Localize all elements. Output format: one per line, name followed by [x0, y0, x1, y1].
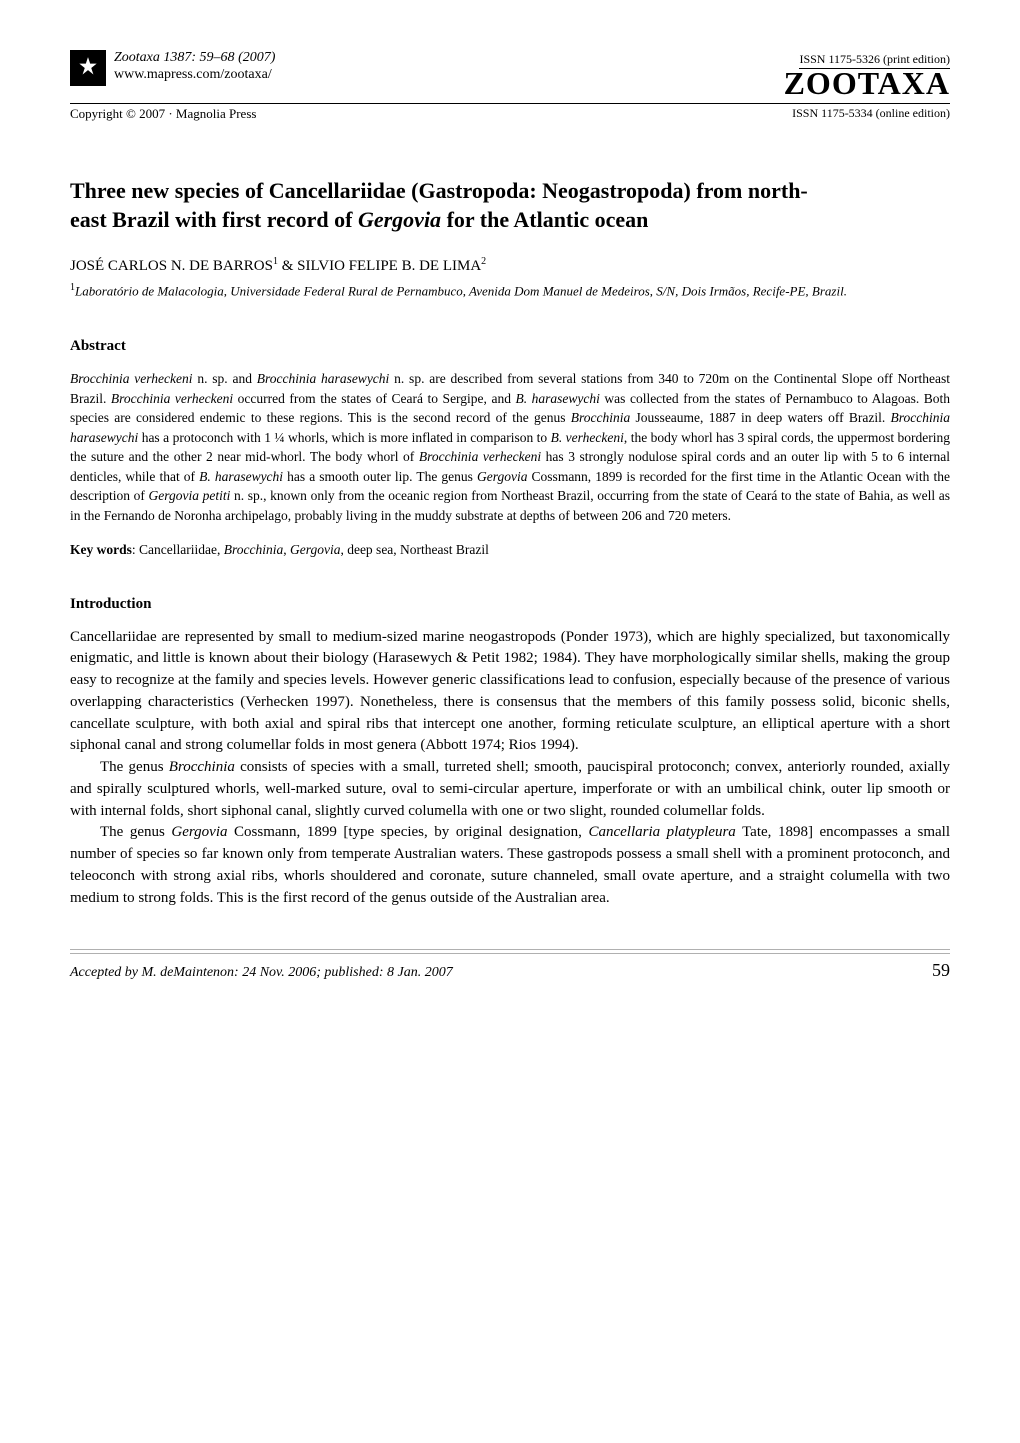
p3-genus1: Gergovia [171, 824, 227, 840]
journal-year: (2007) [238, 50, 275, 65]
title-line1: Three new species of Cancellariidae (Gas… [70, 178, 808, 203]
journal-issue-line: Zootaxa 1387: 59–68 (2007) [114, 50, 275, 67]
affiliation-text: Laboratório de Malacologia, Universidade… [75, 284, 847, 299]
p3-c: Cossmann, 1899 [type species, by origina… [228, 824, 589, 840]
abs-sp8: Brocchinia verheckeni [419, 449, 541, 464]
author-1: JOSÉ CARLOS N. DE BARROS [70, 258, 273, 274]
abs-t9: has a smooth outer lip. The genus [283, 469, 477, 484]
abs-t1: n. sp. and [193, 371, 257, 386]
footer-divider-inner: Accepted by M. deMaintenon: 24 Nov. 2006… [70, 953, 950, 981]
keywords-post: , deep sea, Northeast Brazil [340, 542, 488, 557]
accepted-line: Accepted by M. deMaintenon: 24 Nov. 2006… [70, 965, 453, 981]
abs-sp5: Brocchinia [571, 410, 630, 425]
p2-genus: Brocchinia [169, 759, 235, 775]
header-left: Zootaxa 1387: 59–68 (2007) www.mapress.c… [70, 50, 275, 86]
header-right: ISSN 1175-5326 (print edition) ZOOTAXA [784, 50, 950, 99]
authors: JOSÉ CARLOS N. DE BARROS1 & SILVIO FELIP… [70, 256, 950, 275]
abs-sp11: Gergovia petiti [149, 488, 231, 503]
abs-t6: has a protoconch with 1 ¼ whorls, which … [138, 430, 550, 445]
abs-sp10: Gergovia [477, 469, 528, 484]
intro-para-3: The genus Gergovia Cossmann, 1899 [type … [70, 822, 950, 909]
title-line2-post: for the Atlantic ocean [441, 207, 648, 232]
copyright-text: Copyright © 2007 · Magnolia Press [70, 106, 256, 122]
intro-para-1: Cancellariidae are represented by small … [70, 627, 950, 758]
abstract-body: Brocchinia verheckeni n. sp. and Brocchi… [70, 369, 950, 526]
author-amp: & [278, 258, 297, 274]
abs-t5: Jousseaume, 1887 in deep waters off Braz… [630, 410, 890, 425]
magnolia-icon [75, 55, 101, 81]
abs-t3: occurred from the states of Ceará to Ser… [233, 391, 515, 406]
title-line2-pre: east Brazil with first record of [70, 207, 358, 232]
abs-sp9: B. harasewychi [199, 469, 283, 484]
keywords-genus1: Brocchinia [224, 542, 283, 557]
journal-url: www.mapress.com/zootaxa/ [114, 67, 275, 84]
footer-row: Accepted by M. deMaintenon: 24 Nov. 2006… [70, 960, 950, 981]
author-2-sup: 2 [481, 256, 486, 267]
keywords: Key words: Cancellariidae, Brocchinia, G… [70, 542, 950, 558]
keywords-label: Key words [70, 542, 132, 557]
p2-pre: The genus [100, 759, 169, 775]
p3-a: The genus [100, 824, 171, 840]
p3-genus2: Cancellaria platypleura [588, 824, 735, 840]
footer-divider: Accepted by M. deMaintenon: 24 Nov. 2006… [70, 949, 950, 981]
affiliation: 1Laboratório de Malacologia, Universidad… [70, 281, 950, 300]
journal-issue: 1387: 59–68 [163, 50, 234, 65]
abs-sp2: Brocchinia harasewychi [257, 371, 390, 386]
journal-header: Zootaxa 1387: 59–68 (2007) www.mapress.c… [70, 50, 950, 101]
intro-para-2: The genus Brocchinia consists of species… [70, 757, 950, 822]
keywords-pre: : Cancellariidae, [132, 542, 224, 557]
title-genus: Gergovia [358, 207, 441, 232]
article-title: Three new species of Cancellariidae (Gas… [70, 177, 950, 234]
issn-online: ISSN 1175-5334 (online edition) [792, 106, 950, 122]
introduction-heading: Introduction [70, 596, 950, 613]
header-divider [70, 103, 950, 104]
copyright-row: Copyright © 2007 · Magnolia Press ISSN 1… [70, 106, 950, 122]
keywords-genus2: Gergovia [290, 542, 341, 557]
abs-sp1: Brocchinia verheckeni [70, 371, 193, 386]
journal-logo-icon [70, 50, 106, 86]
journal-info: Zootaxa 1387: 59–68 (2007) www.mapress.c… [114, 50, 275, 84]
abs-sp4: B. harasewychi [515, 391, 599, 406]
keywords-sep: , [283, 542, 290, 557]
abs-sp3: Brocchinia verheckeni [111, 391, 233, 406]
page-number: 59 [932, 960, 950, 981]
journal-brand: ZOOTAXA [784, 67, 950, 99]
abstract-heading: Abstract [70, 338, 950, 355]
abs-sp7: B. verheckeni [551, 430, 624, 445]
author-2: SILVIO FELIPE B. DE LIMA [297, 258, 481, 274]
journal-name: Zootaxa [114, 50, 160, 65]
